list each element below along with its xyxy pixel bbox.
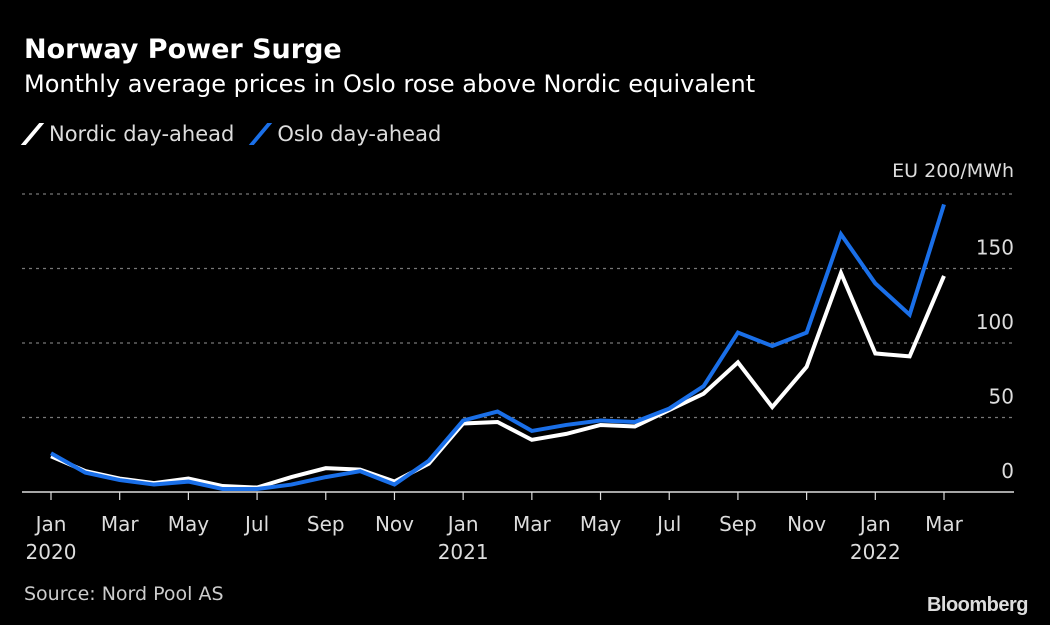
x-tick-year-label: 2022 — [850, 540, 901, 564]
chart-title: Norway Power Surge — [24, 34, 342, 65]
unit-label: EU 200/MWh — [892, 160, 1014, 182]
x-tick-label: Jan — [446, 512, 479, 536]
legend-item-nordic: Nordic day-ahead — [20, 122, 235, 146]
legend-label-nordic: Nordic day-ahead — [49, 122, 235, 146]
x-tick-label: Mar — [925, 512, 964, 536]
x-tick-label: May — [580, 512, 622, 536]
series-line-nordic — [50, 267, 946, 490]
x-tick-label: Nov — [787, 512, 826, 536]
x-tick-label: Jan — [34, 512, 67, 536]
bloomberg-logo: Bloomberg — [926, 594, 1029, 616]
y-tick-label: 50 — [989, 385, 1014, 409]
chart-subtitle: Monthly average prices in Oslo rose abov… — [24, 70, 756, 98]
x-tick-label: May — [168, 512, 210, 536]
x-tick-label: Jul — [243, 512, 269, 536]
y-tick-label: 0 — [1001, 459, 1014, 483]
source-note: Source: Nord Pool AS — [24, 583, 224, 605]
legend: Nordic day-ahead Oslo day-ahead — [20, 122, 442, 146]
x-tick-label: Jul — [655, 512, 681, 536]
series-line-oslo — [50, 203, 946, 492]
x-tick-label: Sep — [307, 512, 345, 536]
x-tick-year-label: 2021 — [438, 540, 489, 564]
x-tick-label: Mar — [101, 512, 140, 536]
y-tick-label: 100 — [976, 310, 1014, 334]
x-tick-year-label: 2020 — [26, 540, 77, 564]
legend-item-oslo: Oslo day-ahead — [249, 122, 442, 146]
x-tick-label: Nov — [375, 512, 414, 536]
x-tick-label: Jan — [858, 512, 891, 536]
legend-label-oslo: Oslo day-ahead — [277, 122, 442, 146]
x-tick-label: Mar — [513, 512, 552, 536]
y-tick-label: 150 — [976, 236, 1014, 260]
x-tick-label: Sep — [719, 512, 757, 536]
